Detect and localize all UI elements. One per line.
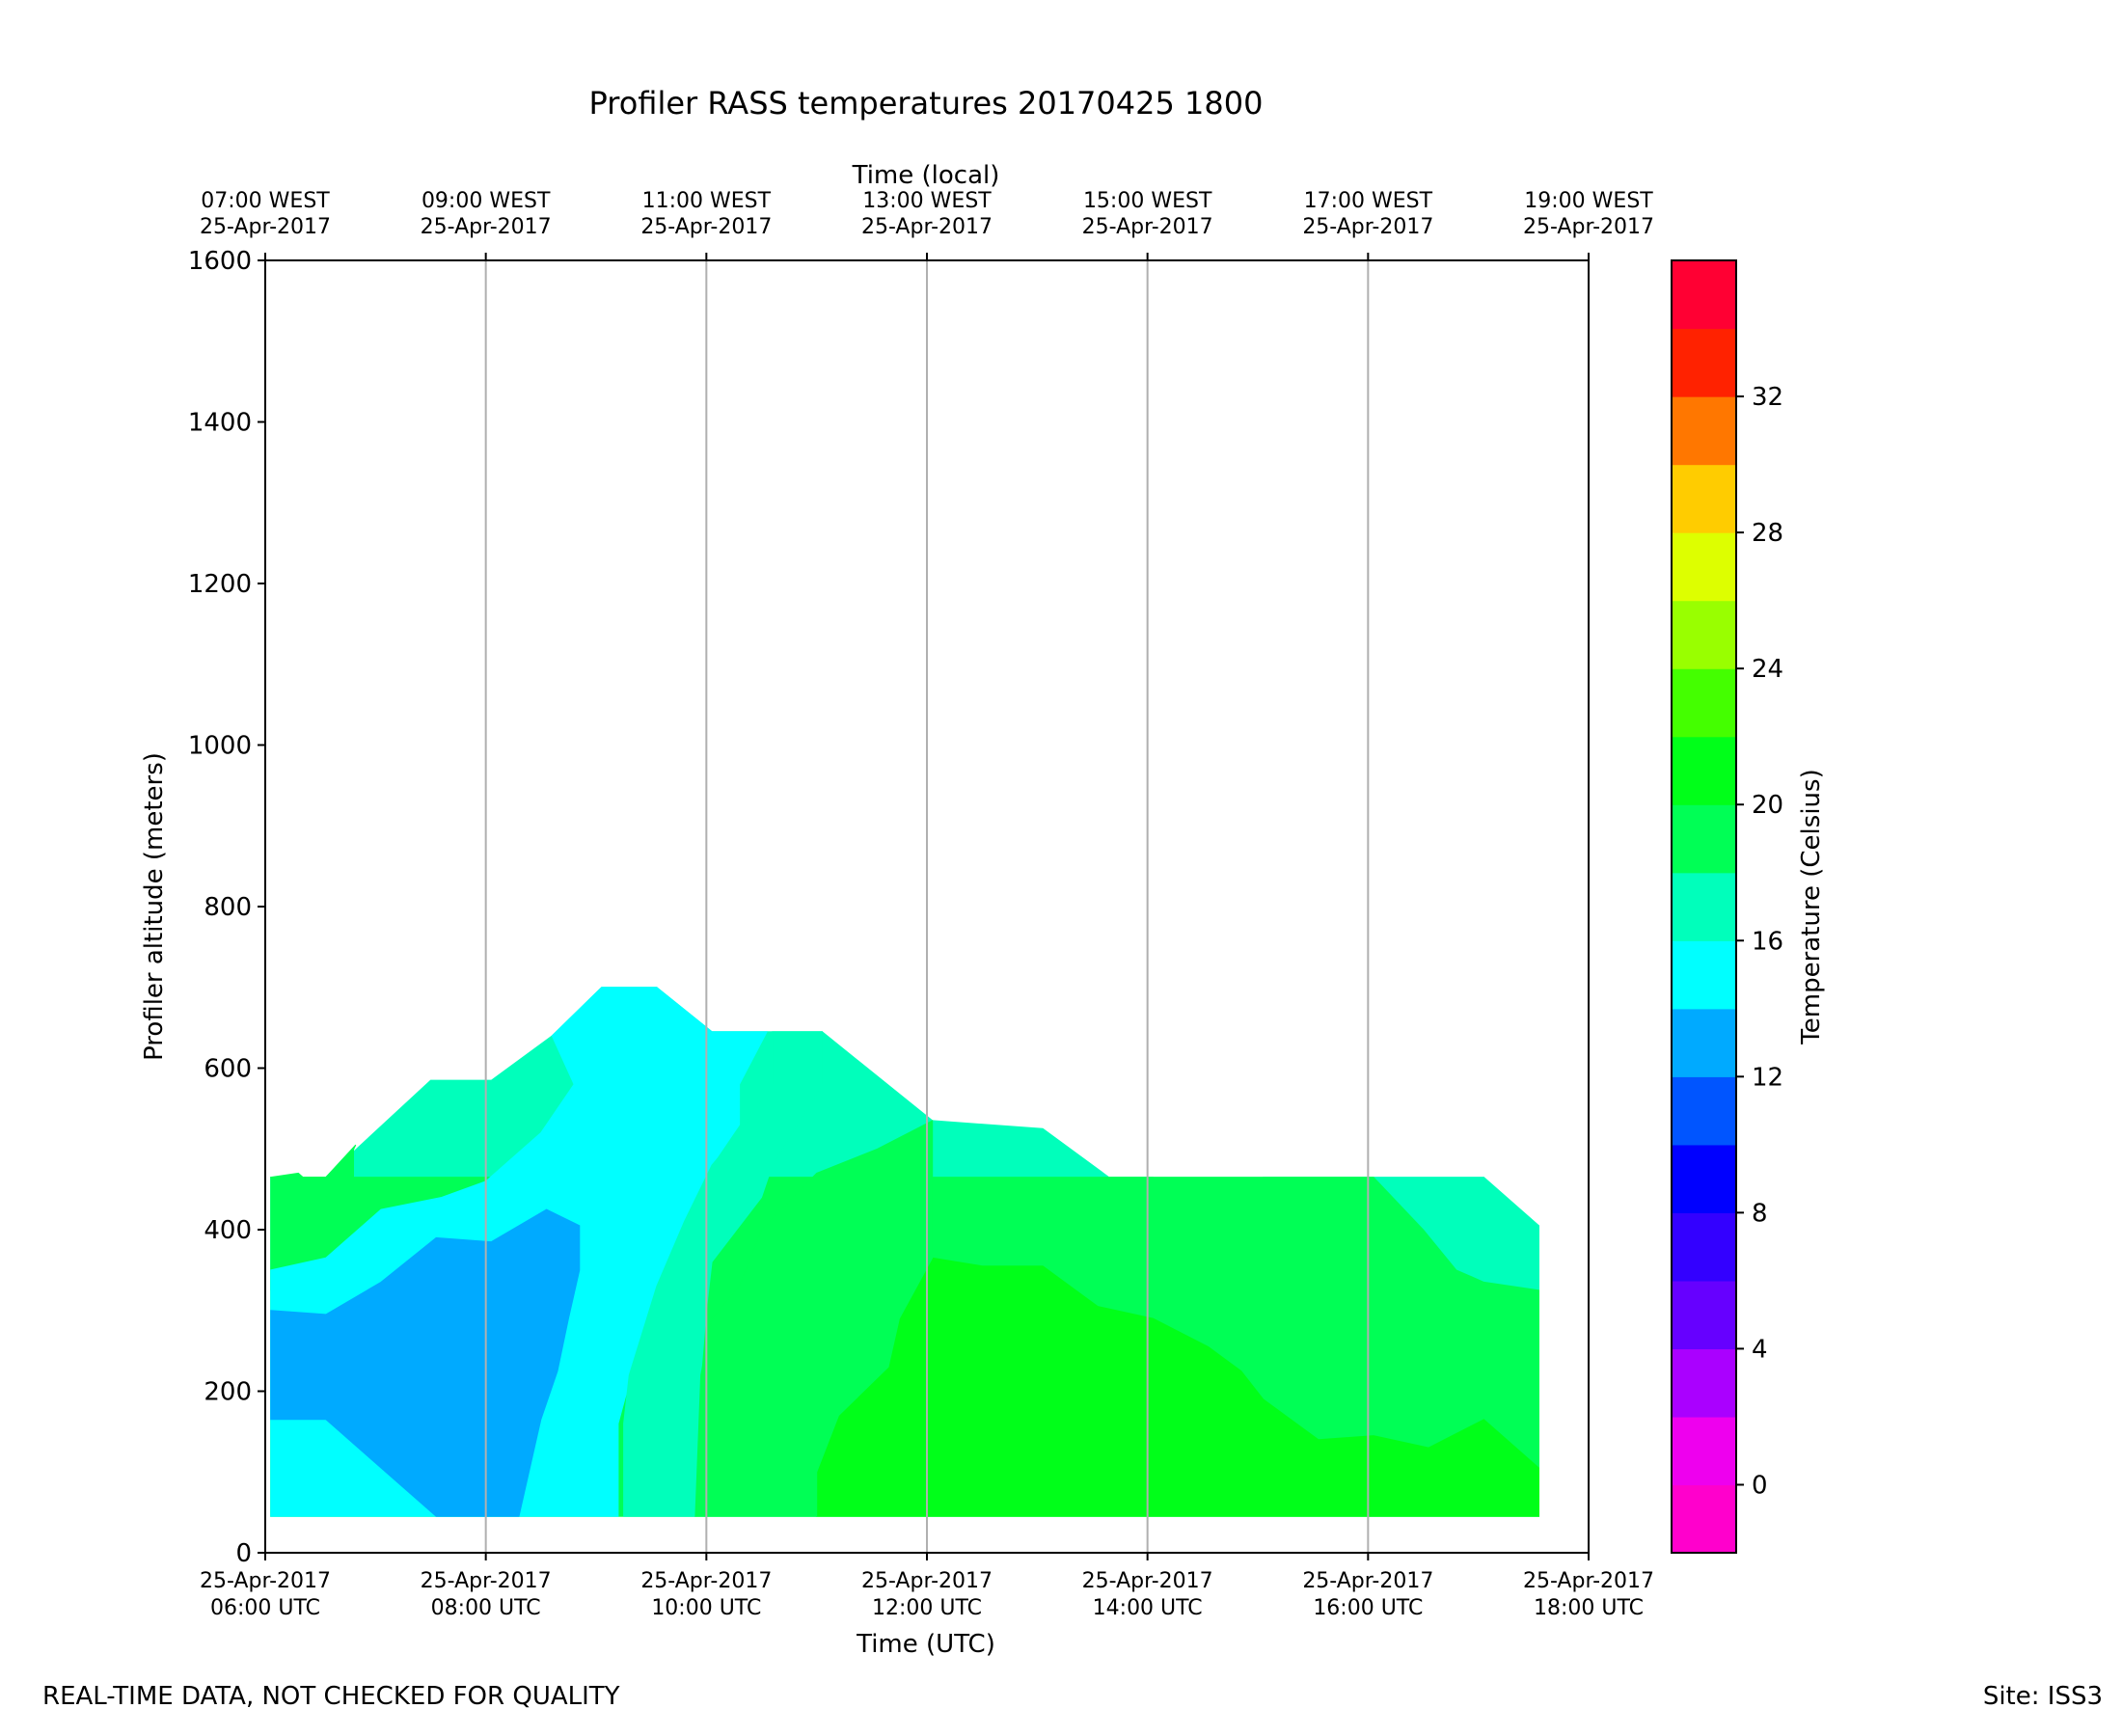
x-tick-date: 25-Apr-2017 (1082, 1569, 1213, 1593)
x2-tick-time: 07:00 WEST (201, 189, 330, 213)
colorbar-segment (1672, 1144, 1736, 1213)
colorbar-label: Temperature (Celsius) (1797, 769, 1826, 1044)
x-tick-date: 25-Apr-2017 (640, 1569, 772, 1593)
x2-tick-date: 25-Apr-2017 (1082, 215, 1213, 239)
colorbar-tick-label: 20 (1752, 791, 1783, 820)
y-axis-label: Profiler altitude (meters) (140, 752, 169, 1061)
x-tick-time: 16:00 UTC (1313, 1596, 1423, 1620)
colorbar-segment (1672, 940, 1736, 1010)
x2-axis-label: Time (local) (852, 161, 1000, 190)
y-tick-label: 1000 (188, 732, 252, 761)
colorbar-segment (1672, 600, 1736, 669)
x2-tick-time: 19:00 WEST (1524, 189, 1653, 213)
site-label: Site: ISS3 (1982, 1682, 2103, 1711)
colorbar-segment (1672, 1280, 1736, 1350)
x2-tick-date: 25-Apr-2017 (200, 215, 331, 239)
colorbar-tick-label: 32 (1752, 383, 1783, 412)
x-tick-time: 12:00 UTC (872, 1596, 982, 1620)
x-tick-time: 18:00 UTC (1534, 1596, 1644, 1620)
colorbar-tick-label: 0 (1752, 1471, 1768, 1500)
x2-tick-time: 13:00 WEST (862, 189, 992, 213)
contour-band-19C-upper-wedge (270, 1144, 357, 1199)
colorbar: 0 4 8 12 16 20 24 28 32 (1671, 259, 1783, 1554)
colorbar-tick-label: 4 (1752, 1335, 1768, 1364)
colorbar-segment (1672, 396, 1736, 466)
colorbar-segment (1672, 328, 1736, 397)
colorbar-segment (1672, 1076, 1736, 1146)
x-tick-date: 25-Apr-2017 (1523, 1569, 1654, 1593)
x2-tick-date: 25-Apr-2017 (1523, 215, 1654, 239)
x2-tick-date: 25-Apr-2017 (1302, 215, 1433, 239)
contour-band-13C (270, 1208, 581, 1517)
x-tick-date: 25-Apr-2017 (861, 1569, 993, 1593)
contour-band-19C-mid (694, 1120, 934, 1517)
x2-tick-date: 25-Apr-2017 (421, 215, 552, 239)
x-tick-date: 25-Apr-2017 (200, 1569, 331, 1593)
colorbar-segment (1672, 736, 1736, 805)
x2-tick-date: 25-Apr-2017 (861, 215, 993, 239)
plot-area: 0 200 400 600 800 1000 1200 1400 1600 25-Apr-2017… (188, 189, 1654, 1620)
colorbar-segment (1672, 1212, 1736, 1282)
chart-title: Profiler RASS temperatures 20170425 1800 (589, 85, 1264, 122)
colorbar-tick-label: 16 (1752, 927, 1783, 956)
colorbar-segment (1672, 668, 1736, 738)
colorbar-segment (1672, 464, 1736, 533)
x2-tick-date: 25-Apr-2017 (640, 215, 772, 239)
colorbar-segment (1672, 872, 1736, 941)
x-tick-time: 08:00 UTC (431, 1596, 541, 1620)
y-tick-label: 600 (204, 1055, 252, 1084)
y-tick-label: 800 (204, 893, 252, 922)
y-tick-label: 1400 (188, 409, 252, 438)
x-tick-date: 25-Apr-2017 (1302, 1569, 1433, 1593)
colorbar-tick-label: 24 (1752, 655, 1783, 684)
y-tick-label: 400 (204, 1216, 252, 1245)
x2-tick-time: 17:00 WEST (1304, 189, 1433, 213)
x-tick-time: 14:00 UTC (1093, 1596, 1203, 1620)
colorbar-segment (1672, 804, 1736, 874)
colorbar-tick-label: 8 (1752, 1199, 1768, 1228)
colorbar-tick-label: 12 (1752, 1063, 1783, 1092)
colorbar-frame (1671, 259, 1737, 1554)
x-tick-time: 10:00 UTC (651, 1596, 761, 1620)
x-tick-date: 25-Apr-2017 (421, 1569, 552, 1593)
x2-tick-time: 15:00 WEST (1083, 189, 1212, 213)
x-tick-time: 06:00 UTC (210, 1596, 320, 1620)
colorbar-segment (1672, 1008, 1736, 1077)
colorbar-segment (1672, 1416, 1736, 1486)
x2-tick-time: 11:00 WEST (642, 189, 772, 213)
colorbar-segment (1672, 1484, 1736, 1554)
y-tick-label: 0 (235, 1539, 252, 1568)
x-axis-label: Time (UTC) (856, 1630, 995, 1659)
y-tick-label: 1200 (188, 570, 252, 599)
x2-tick-time: 09:00 WEST (422, 189, 551, 213)
y-tick-label: 1600 (188, 247, 252, 276)
colorbar-tick-label: 28 (1752, 519, 1783, 548)
colorbar-segment (1672, 1348, 1736, 1418)
colorbar-segment (1672, 532, 1736, 602)
quality-disclaimer: REAL-TIME DATA, NOT CHECKED FOR QUALITY (42, 1682, 620, 1711)
colorbar-segment (1672, 260, 1736, 330)
y-tick-label: 200 (204, 1378, 252, 1407)
